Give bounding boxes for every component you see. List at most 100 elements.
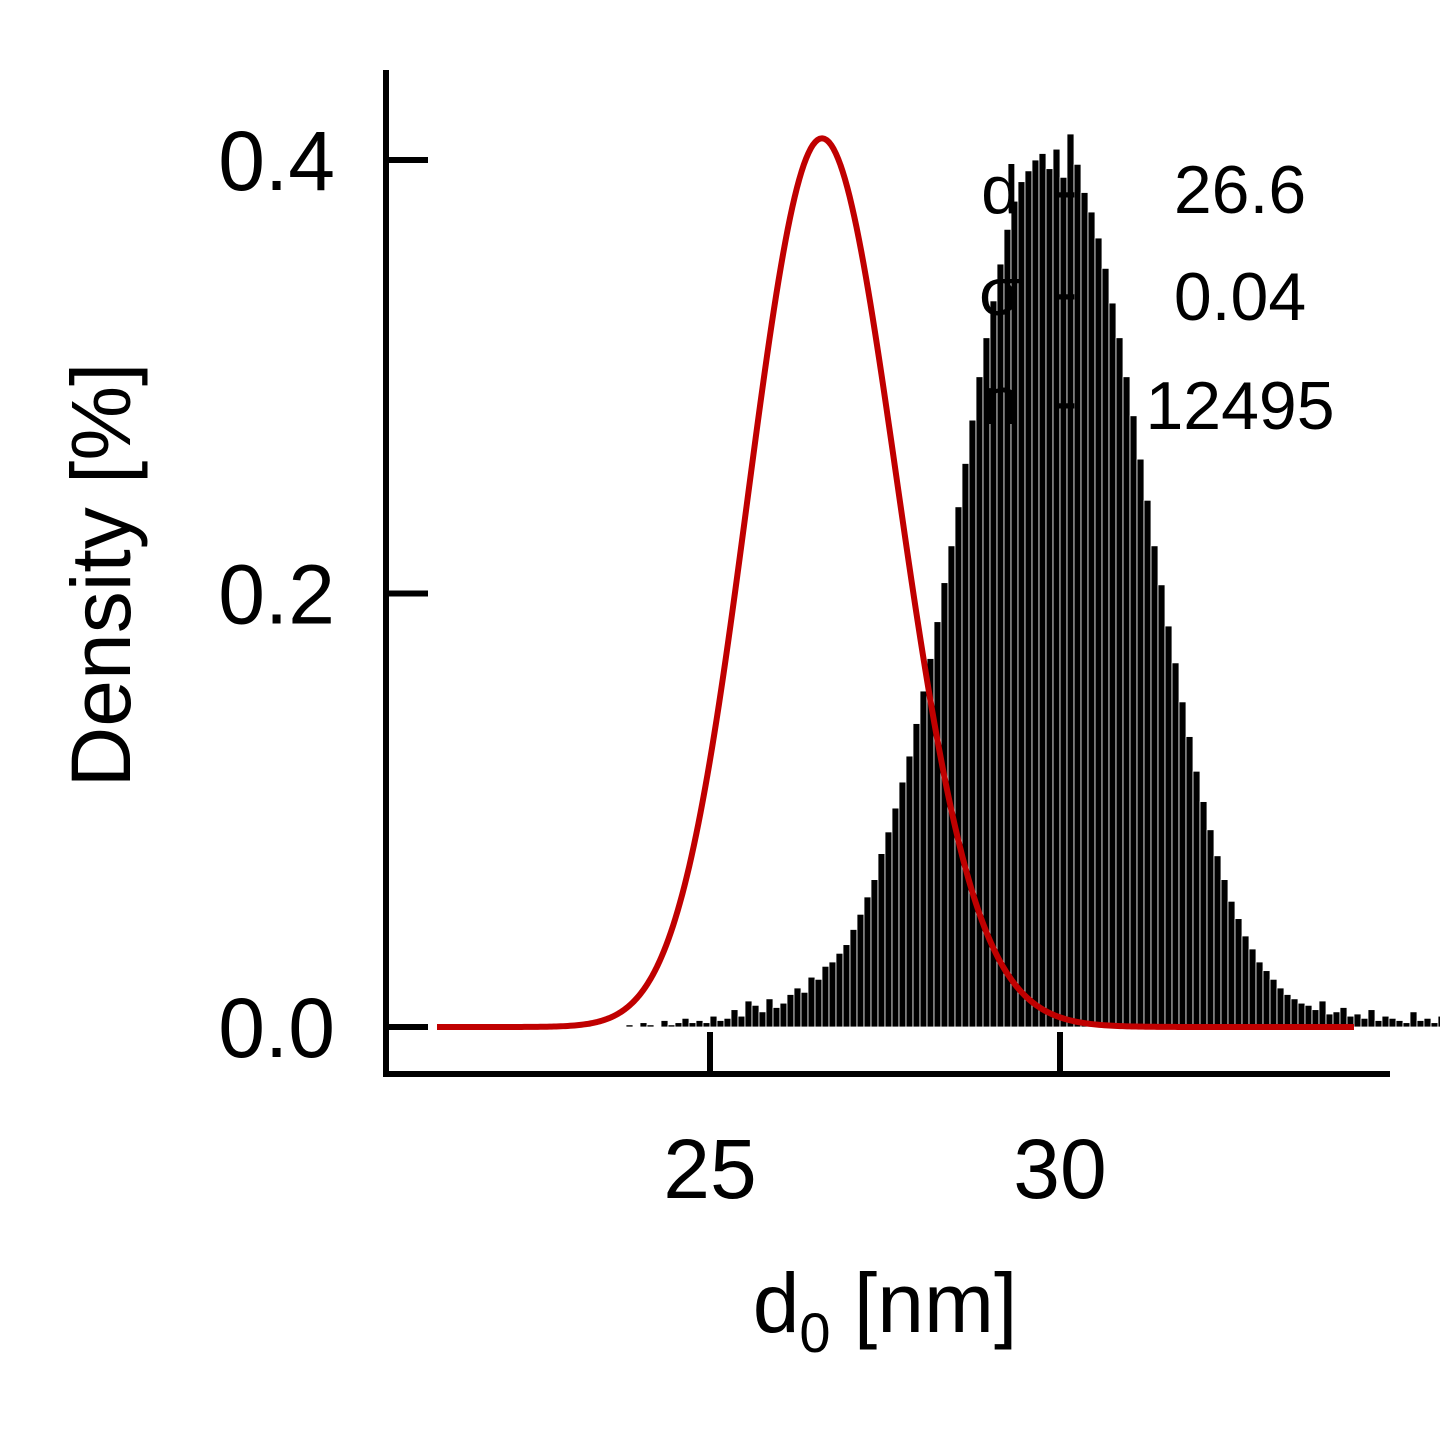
y-tick-label: 0.4 — [218, 114, 335, 208]
histogram-bar — [919, 690, 928, 1028]
histogram-bar — [940, 582, 949, 1028]
histogram-bar — [877, 853, 886, 1028]
histogram-bar — [807, 976, 816, 1028]
histogram-bar — [814, 978, 823, 1028]
histogram-bar — [1192, 770, 1201, 1028]
histogram-bar — [758, 1011, 767, 1028]
histogram-bars — [506, 133, 1440, 1028]
histogram-bar — [1108, 302, 1117, 1028]
stat-d-sep: - — [1055, 152, 1078, 228]
histogram-bar — [716, 1020, 725, 1028]
histogram-bar — [667, 1024, 676, 1028]
y-axis-title: Density [%] — [54, 363, 148, 788]
histogram-bar — [702, 1022, 711, 1028]
histogram-bar — [1164, 625, 1173, 1028]
histogram-bar — [1206, 829, 1215, 1028]
histogram-bar — [1318, 1000, 1327, 1028]
histogram-bar — [1388, 1017, 1397, 1028]
histogram-bar — [1360, 1017, 1369, 1028]
histogram-bar — [793, 987, 802, 1028]
histogram-bar — [681, 1017, 690, 1028]
histogram-bar — [842, 944, 851, 1028]
fit-curve — [436, 135, 1355, 1030]
histogram-bar — [1031, 159, 1040, 1028]
histogram-bar — [968, 419, 977, 1028]
histogram-bar — [737, 1015, 746, 1028]
histogram-bar — [1080, 192, 1089, 1028]
histogram-bar — [1402, 1022, 1411, 1028]
histogram-bar — [933, 621, 942, 1028]
histogram-bar — [1367, 1009, 1376, 1028]
histogram-bar — [1269, 978, 1278, 1028]
histogram-bar — [1038, 153, 1047, 1028]
stats-annotation: d - 26.6 σ - 0.04 n - 12495 — [979, 152, 1335, 444]
histogram-bar — [961, 463, 970, 1028]
stat-n-sep: - — [1055, 363, 1078, 439]
histogram-bar — [695, 1020, 704, 1028]
histogram-bar — [905, 755, 914, 1028]
histogram-bar — [765, 998, 774, 1028]
histogram-bar — [884, 831, 893, 1028]
histogram-bar — [751, 1004, 760, 1028]
histogram-bar — [898, 781, 907, 1028]
histogram-bar — [1087, 211, 1096, 1028]
histogram-bar — [1234, 918, 1243, 1028]
histogram-bar — [772, 1007, 781, 1028]
histogram-bar — [709, 1015, 718, 1028]
histogram-bar — [1115, 337, 1124, 1028]
histogram-bar — [1213, 855, 1222, 1028]
histogram-bar — [863, 896, 872, 1028]
histogram-bar — [1171, 662, 1180, 1028]
histogram-bar — [1227, 900, 1236, 1028]
histogram-bar — [1297, 1002, 1306, 1028]
histogram-bar — [856, 913, 865, 1028]
histogram-bar — [1276, 987, 1285, 1028]
histogram-bar — [1262, 970, 1271, 1028]
histogram-bar — [1409, 1011, 1418, 1028]
histogram-bar — [1220, 879, 1229, 1028]
histogram-bar — [1157, 584, 1166, 1028]
histogram-bar — [870, 879, 879, 1028]
histogram-bar — [835, 952, 844, 1028]
histogram-bar — [1430, 1022, 1439, 1028]
histogram-bar — [625, 1024, 634, 1028]
x-tick-label: 30 — [1013, 1122, 1106, 1216]
stat-n-symbol: n — [981, 363, 1019, 439]
histogram-bar — [1101, 267, 1110, 1028]
histogram-bar — [786, 994, 795, 1028]
histogram-bar — [1290, 998, 1299, 1028]
x-tick-label: 25 — [663, 1122, 756, 1216]
histogram-bar — [1136, 458, 1145, 1028]
histogram-bar — [1003, 228, 1012, 1028]
histogram-bar — [1185, 736, 1194, 1028]
stat-sigma-symbol: σ — [979, 254, 1021, 330]
histogram-bar — [1199, 801, 1208, 1028]
stat-sigma-value: 0.04 — [1174, 259, 1306, 335]
histogram-bar — [1437, 1015, 1440, 1028]
histogram-bar — [1241, 935, 1250, 1028]
stat-d-value: 26.6 — [1174, 152, 1306, 228]
histogram-bar — [1143, 499, 1152, 1028]
histogram-bar — [891, 807, 900, 1028]
histogram-bar — [975, 376, 984, 1028]
ticks: 0.0 0.2 0.4 25 30 — [218, 114, 1107, 1216]
histogram-bar — [1255, 961, 1264, 1028]
histogram-bar — [639, 1022, 648, 1028]
histogram-bar — [688, 1022, 697, 1028]
histogram-bar — [1024, 170, 1033, 1028]
histogram-bar — [1395, 1020, 1404, 1028]
histogram-bar — [646, 1024, 655, 1028]
stat-sigma-sep: - — [1055, 254, 1078, 330]
histogram-bar — [674, 1022, 683, 1028]
axes — [383, 70, 1390, 1077]
y-tick-label: 0.2 — [218, 548, 335, 642]
histogram-bar — [1423, 1017, 1432, 1028]
histogram-bar — [1094, 237, 1103, 1028]
stat-d-symbol: d — [981, 152, 1019, 228]
histogram-bar — [723, 1017, 732, 1028]
stat-n-value: 12495 — [1145, 368, 1334, 444]
histogram-bar — [1122, 376, 1131, 1028]
histogram-bar — [1353, 1013, 1362, 1028]
histogram-bar — [821, 965, 830, 1028]
